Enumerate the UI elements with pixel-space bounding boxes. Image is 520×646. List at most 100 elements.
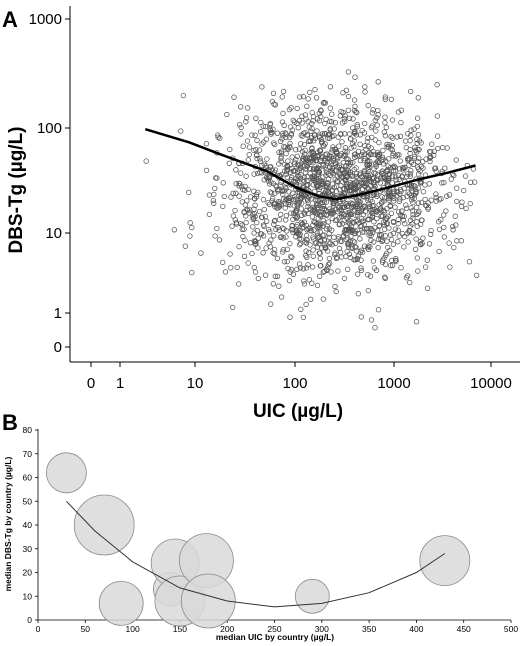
scatter-point — [315, 168, 322, 175]
scatter-point — [414, 123, 420, 130]
scatter-point — [371, 151, 378, 158]
scatter-point — [388, 236, 395, 243]
scatter-point — [336, 164, 342, 170]
scatter-point — [314, 282, 321, 289]
scatter-point — [228, 265, 234, 271]
scatter-point — [319, 181, 325, 188]
scatter-point — [227, 251, 233, 257]
scatter-point — [253, 240, 259, 247]
scatter-point — [302, 147, 308, 153]
scatter-point — [339, 139, 345, 145]
scatter-point — [299, 200, 305, 206]
scatter-point — [336, 162, 343, 168]
scatter-point — [411, 126, 417, 132]
scatter-point — [420, 165, 426, 171]
scatter-point — [328, 158, 334, 164]
scatter-point — [263, 136, 270, 142]
scatter-point — [260, 123, 266, 129]
scatter-point — [450, 227, 456, 233]
scatter-point — [398, 265, 404, 271]
scatter-point — [277, 211, 284, 218]
scatter-point — [398, 119, 404, 126]
scatter-point — [269, 195, 276, 202]
scatter-point — [387, 203, 393, 209]
scatter-point — [267, 189, 273, 195]
scatter-point — [415, 200, 422, 206]
scatter-point — [317, 255, 323, 262]
scatter-point — [369, 110, 376, 116]
x-tick-label-b: 450 — [457, 624, 471, 634]
scatter-point — [374, 228, 381, 234]
scatter-point — [415, 95, 421, 101]
scatter-point — [365, 135, 371, 141]
scatter-point — [326, 255, 333, 262]
scatter-point — [262, 123, 269, 130]
scatter-point — [400, 217, 407, 223]
scatter-point — [284, 258, 290, 265]
scatter-point — [359, 229, 366, 235]
scatter-point — [245, 186, 251, 193]
scatter-point — [291, 197, 297, 203]
scatter-point — [257, 158, 264, 164]
scatter-point — [382, 96, 388, 102]
bubble — [419, 535, 471, 586]
scatter-point — [206, 192, 213, 198]
scatter-point — [266, 173, 272, 180]
scatter-point — [240, 186, 246, 193]
scatter-point — [303, 156, 309, 162]
scatter-point — [252, 241, 258, 247]
scatter-point — [198, 250, 204, 256]
scatter-point — [345, 156, 351, 163]
scatter-point — [232, 207, 238, 214]
scatter-point — [203, 167, 210, 174]
scatter-point — [298, 206, 305, 212]
scatter-point — [314, 202, 320, 208]
scatter-point — [189, 224, 195, 231]
scatter-point — [359, 249, 366, 256]
scatter-point — [143, 158, 149, 164]
scatter-point — [373, 267, 380, 273]
scatter-point — [365, 159, 371, 165]
scatter-point — [227, 146, 233, 153]
scatter-point — [277, 199, 283, 205]
scatter-point — [362, 183, 369, 190]
scatter-point — [287, 140, 293, 147]
scatter-point — [276, 187, 282, 193]
scatter-point — [414, 255, 420, 261]
scatter-point — [345, 69, 352, 75]
scatter-point — [393, 189, 400, 195]
scatter-point — [229, 223, 235, 229]
scatter-point — [277, 234, 284, 241]
scatter-point — [352, 185, 358, 191]
scatter-point — [268, 190, 275, 196]
y-ticks-b: 0 10 20 30 40 50 60 70 80 — [23, 425, 38, 625]
scatter-point — [382, 233, 389, 239]
scatter-point — [402, 164, 408, 170]
scatter-point — [296, 235, 302, 242]
scatter-point — [250, 211, 256, 218]
scatter-point — [369, 134, 375, 141]
scatter-point — [325, 261, 332, 268]
scatter-point — [318, 245, 325, 251]
scatter-point — [212, 175, 219, 181]
scatter-point — [374, 115, 380, 121]
scatter-point — [250, 214, 256, 220]
scatter-point — [316, 110, 322, 117]
scatter-point — [392, 257, 399, 264]
scatter-point — [260, 250, 266, 256]
scatter-point — [315, 165, 321, 171]
scatter-point — [434, 82, 440, 88]
scatter-point — [302, 112, 309, 118]
scatter-point — [301, 174, 308, 181]
scatter-point — [347, 211, 353, 218]
y-tick-label-b: 80 — [23, 425, 33, 435]
scatter-point — [251, 206, 257, 212]
scatter-point — [293, 209, 299, 216]
scatter-point — [247, 207, 253, 213]
scatter-point — [422, 196, 428, 203]
scatter-point — [405, 131, 411, 137]
scatter-point — [341, 116, 348, 122]
scatter-point — [297, 161, 303, 168]
scatter-point — [448, 176, 454, 182]
scatter-point — [280, 130, 286, 136]
